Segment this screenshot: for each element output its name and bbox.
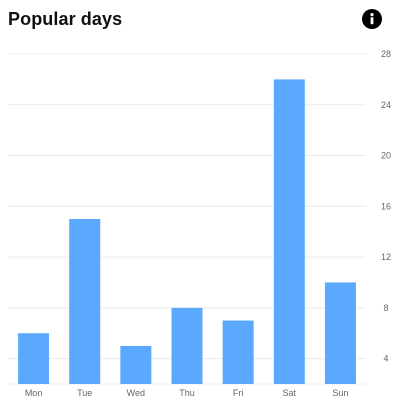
page-title: Popular days — [8, 9, 123, 29]
bar-tue — [69, 219, 101, 384]
y-tick-label: 24 — [381, 100, 391, 110]
popular-days-chart: 4 8 12 16 20 24 28 Mon Tue Wed Thu Fri Sat Sun — [8, 49, 391, 398]
y-tick-label: 16 — [381, 201, 391, 211]
x-tick-label: Wed — [127, 388, 145, 398]
x-tick-label: Mon — [25, 388, 43, 398]
x-tick-label: Tue — [77, 388, 92, 398]
bar-fri — [222, 320, 254, 384]
bar-sat — [273, 79, 305, 384]
bar-mon — [18, 333, 50, 384]
y-tick-label: 8 — [383, 303, 388, 313]
y-tick-label: 20 — [381, 151, 391, 161]
header: Popular days — [0, 0, 393, 40]
info-icon[interactable] — [362, 9, 382, 29]
bar-sun — [324, 282, 356, 384]
x-tick-label: Sat — [283, 388, 297, 398]
x-tick-label: Thu — [179, 388, 195, 398]
bar-wed — [120, 345, 152, 384]
bar-thu — [171, 307, 203, 384]
y-tick-label: 28 — [381, 49, 391, 59]
x-tick-label: Sun — [332, 388, 348, 398]
x-tick-label: Fri — [233, 388, 244, 398]
y-tick-label: 4 — [383, 354, 388, 364]
y-tick-label: 12 — [381, 252, 391, 262]
info-icon-graphic — [362, 9, 382, 29]
